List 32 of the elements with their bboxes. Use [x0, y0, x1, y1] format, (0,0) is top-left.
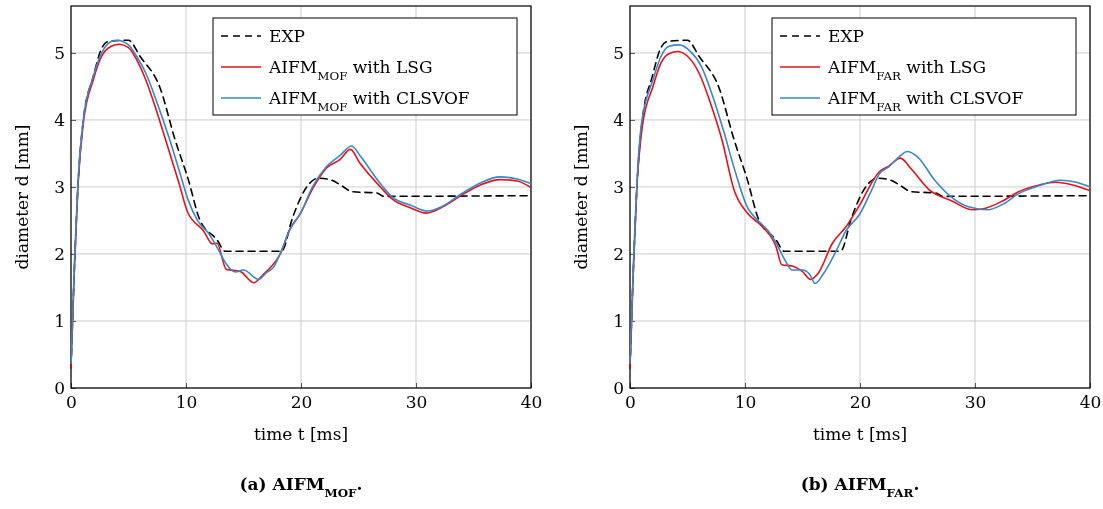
x-tick-label: 30 [405, 392, 428, 413]
y-tick-label: 3 [54, 176, 65, 197]
legend-label: AIFM$_{MOF}$ with LSG [268, 57, 433, 83]
y-tick-label: 2 [54, 243, 65, 264]
text: (a) AIFM$_{MOF}$. [239, 474, 363, 500]
x-tick-label: 10 [175, 392, 198, 413]
y-tick-label: 0 [54, 377, 65, 398]
x-tick-label: 20 [290, 392, 313, 413]
legend-label: AIFM$_{FAR}$ with LSG [827, 57, 987, 83]
y-tick-label: 4 [613, 109, 624, 130]
y-tick-label: 0 [613, 377, 624, 398]
x-tick-label: 10 [734, 392, 757, 413]
y-tick-label: 1 [613, 310, 624, 331]
legend-label: EXP [269, 26, 305, 46]
y-axis-title: diameter d [mm] [12, 124, 32, 270]
legend-label: AIFM$_{FAR}$ with CLSVOF [827, 88, 1024, 114]
y-tick-label: 5 [613, 42, 624, 63]
y-axis-title: diameter d [mm] [571, 124, 591, 270]
legend-label: AIFM$_{MOF}$ with CLSVOF [268, 88, 470, 114]
x-tick-label: 40 [520, 392, 543, 413]
x-tick-label: 30 [964, 392, 987, 413]
x-tick-label: 20 [849, 392, 872, 413]
legend-label: EXP [828, 26, 864, 46]
y-tick-label: 4 [54, 109, 65, 130]
y-tick-label: 2 [613, 243, 624, 264]
text: (b) AIFM$_{FAR}$. [800, 474, 920, 500]
y-tick-label: 5 [54, 42, 65, 63]
x-axis-title: time t [ms] [812, 424, 908, 444]
x-tick-label: 40 [1079, 392, 1102, 413]
y-tick-label: 3 [613, 176, 624, 197]
y-tick-label: 1 [54, 310, 65, 331]
x-axis-title: time t [ms] [253, 424, 349, 444]
